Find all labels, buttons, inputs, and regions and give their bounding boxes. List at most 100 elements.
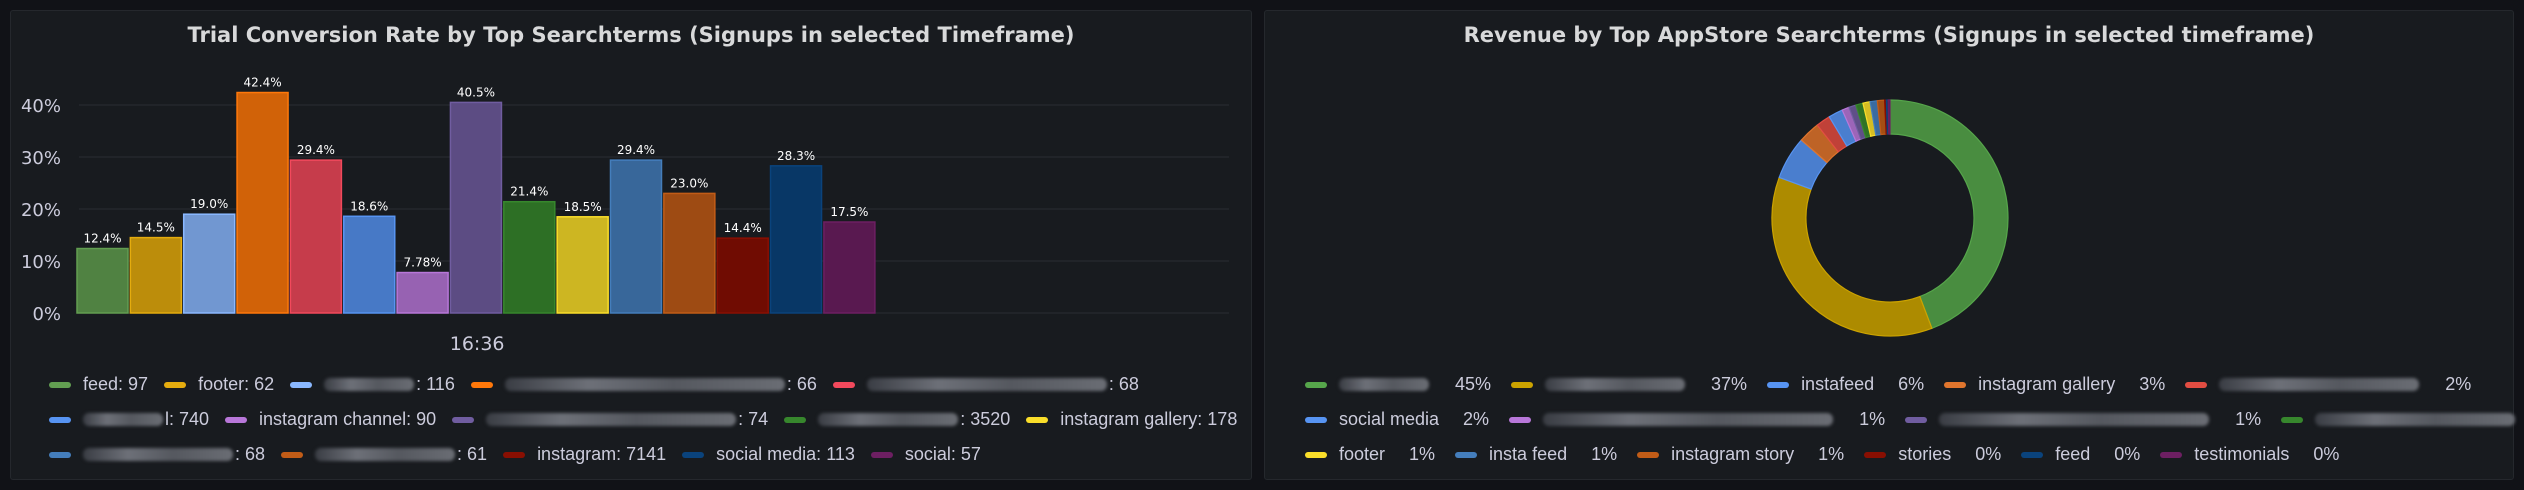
legend-swatch — [49, 416, 71, 423]
legend-label: l: 740 — [165, 409, 210, 429]
legend-row: feed: 97 footer: 62 : 116 : 66 : 68 — [49, 367, 1253, 402]
legend-item[interactable]: instagram gallery 3% — [1944, 374, 2165, 395]
legend-label: social media: 113 — [716, 444, 855, 464]
legend-swatch — [49, 381, 71, 388]
bar-value-label: 17.5% — [830, 205, 868, 219]
legend-label: : 66 — [786, 374, 817, 394]
redacted-label — [1545, 378, 1686, 391]
legend-swatch — [470, 381, 493, 388]
legend-item[interactable]: testimonials 0% — [2160, 444, 2339, 465]
legend-label: instagram gallery: 178 — [1060, 409, 1238, 429]
legend-percent: 1% — [1409, 444, 1436, 464]
legend-swatch — [290, 381, 313, 388]
donut-slice[interactable] — [1887, 99, 1891, 135]
legend-item[interactable]: stories 0% — [1864, 444, 2001, 465]
legend-item[interactable]: 2% — [2185, 374, 2471, 395]
legend-item[interactable]: feed 0% — [2021, 444, 2140, 465]
donut-slice[interactable] — [1889, 99, 2009, 330]
legend-item[interactable]: 1% — [1905, 409, 2261, 430]
bar[interactable] — [823, 221, 876, 314]
legend-item[interactable]: 1% — [2281, 409, 2524, 430]
bar[interactable] — [129, 236, 183, 314]
bar-value-label: 29.4% — [297, 143, 335, 157]
legend-percent: 3% — [2139, 374, 2166, 394]
redacted-label — [83, 448, 233, 461]
redacted-label — [1339, 378, 1429, 391]
bar[interactable] — [609, 159, 663, 314]
legend-item[interactable]: feed: 97 — [49, 374, 148, 395]
bar[interactable] — [289, 159, 343, 314]
bar[interactable] — [556, 216, 609, 314]
bar[interactable] — [396, 271, 449, 314]
legend-item[interactable]: social media 2% — [1305, 409, 1489, 430]
donut-chart — [1771, 99, 2009, 337]
bar[interactable] — [236, 91, 289, 314]
legend-percent: 2% — [1463, 409, 1490, 429]
legend-item[interactable]: instagram story 1% — [1637, 444, 1844, 465]
legend-label: instagram channel: 90 — [259, 409, 437, 429]
y-tick-label: 10% — [21, 252, 61, 273]
legend-item[interactable]: instagram gallery: 178 — [1026, 409, 1237, 430]
panel-title: Trial Conversion Rate by Top Searchterms… — [187, 23, 1075, 47]
bar[interactable] — [182, 213, 236, 314]
legend-swatch — [49, 451, 71, 458]
legend-row: : 68 : 61 instagram: 7141 social media: 113… — [49, 437, 1253, 472]
bar-chart-legend: feed: 97 footer: 62 : 116 : 66 : 68 l: 740 ins… — [49, 367, 1253, 472]
legend-label: : 116 — [416, 374, 455, 394]
y-tick-label: 20% — [21, 200, 61, 221]
legend-swatch — [452, 416, 475, 423]
bar[interactable] — [769, 165, 823, 314]
pie-chart-panel: Revenue by Top AppStore Searchterms (Sig… — [1264, 10, 2516, 480]
legend-item[interactable]: : 61 — [281, 444, 487, 465]
y-tick-label: 40% — [21, 96, 61, 117]
legend-swatch — [2021, 451, 2044, 458]
legend-label: footer: 62 — [198, 374, 275, 394]
legend-item[interactable]: instagram: 7141 — [503, 444, 666, 465]
legend-item[interactable]: instagram channel: 90 — [225, 409, 436, 430]
legend-item[interactable]: 37% — [1511, 374, 1747, 395]
legend-item[interactable]: : 74 — [452, 409, 768, 430]
legend-label: insta feed — [1489, 444, 1568, 464]
legend-swatch — [1455, 451, 1478, 458]
bar-value-label: 12.4% — [83, 232, 121, 246]
legend-percent: 1% — [2235, 409, 2262, 429]
bar[interactable] — [449, 101, 503, 314]
legend-item[interactable]: : 66 — [470, 374, 817, 395]
legend-item[interactable]: 1% — [1509, 409, 1885, 430]
legend-item[interactable]: l: 740 — [49, 409, 209, 430]
redacted-label — [2315, 413, 2516, 426]
legend-swatch — [1305, 451, 1327, 458]
legend-percent: 1% — [1818, 444, 1845, 464]
legend-item[interactable]: social media: 113 — [682, 444, 855, 465]
bar[interactable] — [343, 215, 396, 314]
legend-item[interactable]: : 3520 — [784, 409, 1010, 430]
bar[interactable] — [76, 247, 129, 314]
legend-label: footer — [1339, 444, 1386, 464]
legend-item[interactable]: social: 57 — [870, 444, 981, 465]
legend-item[interactable]: : 116 — [290, 374, 455, 395]
legend-row: l: 740 instagram channel: 90 : 74 : 3520 ins… — [49, 402, 1253, 437]
donut-slice[interactable] — [1771, 176, 1933, 337]
legend-label: instagram gallery — [1978, 374, 2116, 394]
legend-item[interactable]: insta feed 1% — [1455, 444, 1617, 465]
legend-item[interactable]: footer 1% — [1305, 444, 1435, 465]
bar-value-label: 29.4% — [617, 143, 655, 157]
bar[interactable] — [503, 200, 556, 314]
bar[interactable] — [663, 192, 716, 314]
legend-item[interactable]: 45% — [1305, 374, 1491, 395]
bar[interactable] — [716, 237, 769, 314]
legend-label: : 68 — [235, 444, 266, 464]
legend-swatch — [1305, 381, 1327, 388]
x-tick-label: 16:36 — [450, 333, 505, 355]
legend-label: : 3520 — [960, 409, 1011, 429]
bar-value-label: 14.4% — [724, 221, 762, 235]
bar-value-label: 7.78% — [404, 256, 442, 270]
bar-value-label: 42.4% — [243, 76, 281, 90]
legend-item[interactable]: : 68 — [49, 444, 265, 465]
legend-label: social: 57 — [904, 444, 981, 464]
legend-item[interactable]: : 68 — [832, 374, 1139, 395]
legend-item[interactable]: instafeed 6% — [1767, 374, 1924, 395]
legend-swatch — [164, 381, 187, 388]
legend-item[interactable]: footer: 62 — [164, 374, 274, 395]
legend-label: social media — [1339, 409, 1440, 429]
